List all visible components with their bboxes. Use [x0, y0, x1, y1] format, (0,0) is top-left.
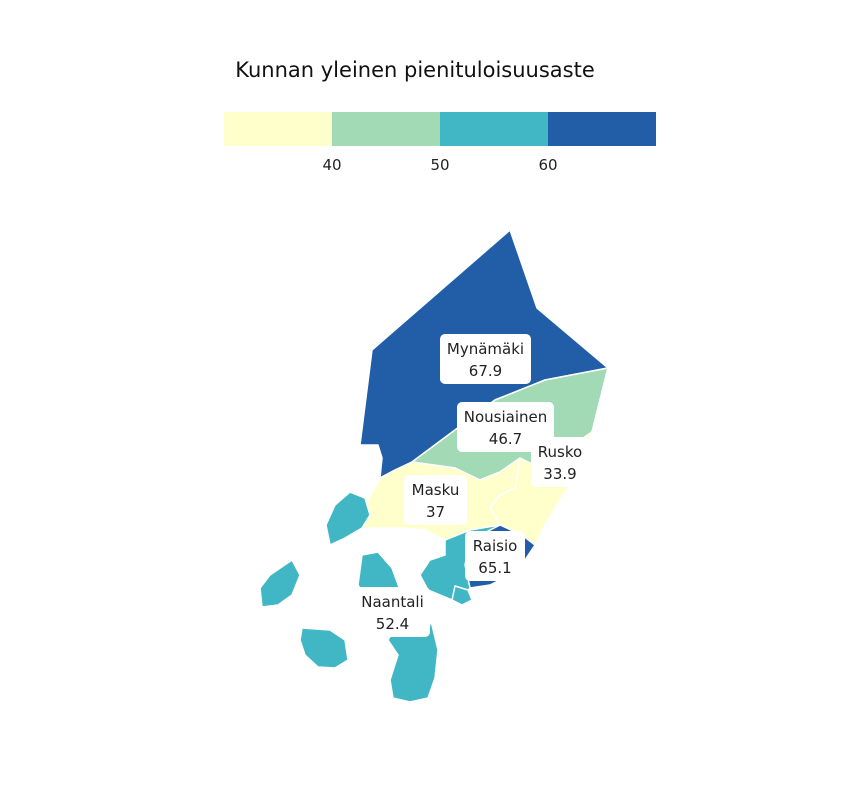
label-value: 46.7	[489, 430, 522, 448]
legend-bin-3	[440, 112, 548, 146]
legend-bin-1	[224, 112, 332, 146]
region-naantali-island-1[interactable]	[325, 491, 371, 546]
label-value: 65.1	[478, 559, 511, 577]
label-mynamaki: Mynämäki 67.9	[440, 334, 531, 384]
label-name: Mynämäki	[447, 340, 524, 358]
legend-tick-60: 60	[538, 156, 557, 174]
label-nousiainen: Nousiainen 46.7	[457, 402, 554, 452]
region-naantali-island-2[interactable]	[259, 559, 301, 608]
legend-tick-50: 50	[430, 156, 449, 174]
label-name: Nousiainen	[464, 408, 548, 426]
label-box	[531, 437, 589, 487]
legend-bin-2	[332, 112, 440, 146]
region-naantali-island-4[interactable]	[299, 627, 349, 669]
label-name: Naantali	[361, 593, 424, 611]
label-value: 37	[426, 503, 445, 521]
legend-tick-40: 40	[322, 156, 341, 174]
label-name: Rusko	[538, 443, 582, 461]
legend-bin-4	[548, 112, 656, 146]
label-value: 52.4	[376, 615, 409, 633]
label-box	[465, 531, 525, 581]
region-naantali-island-6[interactable]	[451, 585, 473, 606]
region-labels: Mynämäki 67.9 Nousiainen 46.7 Rusko 33.9…	[355, 334, 589, 637]
label-naantali: Naantali 52.4	[355, 587, 430, 637]
legend-title: Kunnan yleinen pienituloisuusaste	[235, 58, 595, 82]
label-masku: Masku 37	[404, 475, 467, 525]
label-box	[457, 402, 554, 452]
label-value: 67.9	[469, 362, 502, 380]
label-name: Raisio	[473, 537, 518, 555]
label-box	[355, 587, 430, 637]
label-rusko: Rusko 33.9	[531, 437, 589, 487]
label-box	[440, 334, 531, 384]
label-raisio: Raisio 65.1	[465, 531, 525, 581]
label-name: Masku	[412, 481, 460, 499]
label-box	[404, 475, 467, 525]
label-value: 33.9	[543, 465, 576, 483]
legend: Kunnan yleinen pienituloisuusaste 40 50 …	[224, 58, 656, 174]
